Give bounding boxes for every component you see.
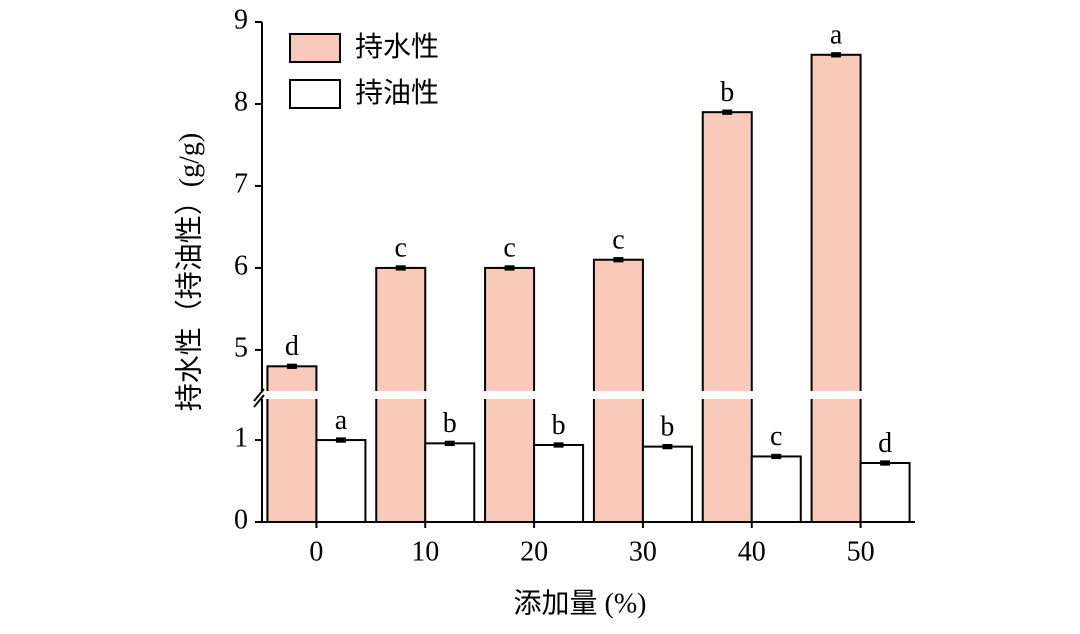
legend-swatch (289, 33, 341, 63)
bar (266, 365, 318, 523)
significance-letter: c (612, 225, 624, 256)
significance-letter: c (770, 421, 782, 452)
significance-letter: c (503, 233, 515, 264)
significance-letter: a (830, 20, 843, 51)
bar (701, 111, 753, 524)
bar (859, 462, 911, 523)
significance-letter: c (395, 233, 407, 264)
error-bar (880, 460, 891, 466)
x-tick-label: 30 (629, 536, 657, 567)
error-bar (335, 437, 346, 443)
y-tick-label: 8 (234, 86, 248, 117)
y-tick-label: 9 (234, 4, 248, 35)
error-bar (722, 109, 733, 115)
x-tick-label: 0 (309, 536, 323, 567)
significance-letter: b (660, 411, 674, 442)
error-bar (395, 265, 406, 271)
x-tick-label: 10 (411, 536, 439, 567)
significance-letter: d (285, 331, 299, 362)
x-axis-title: 添加量 (%) (514, 588, 647, 619)
y-axis-title: 持水性（持油性）(g/g) (173, 133, 205, 411)
legend-label: 持油性 (355, 76, 439, 109)
error-bar (613, 257, 624, 263)
y-tick-label: 1 (234, 422, 248, 453)
error-bar (553, 442, 564, 448)
bar (315, 439, 367, 523)
error-bar (662, 443, 673, 450)
bar (641, 445, 693, 523)
error-bar (504, 265, 515, 271)
y-tick-label: 0 (234, 504, 248, 535)
bar (810, 53, 862, 524)
y-tick-label: 7 (234, 168, 248, 199)
significance-letter: b (552, 410, 566, 441)
error-bar (286, 363, 297, 369)
significance-letter: d (878, 428, 892, 459)
significance-letter: b (443, 408, 457, 439)
bar (750, 455, 802, 523)
break-mark (253, 394, 265, 408)
bar (533, 443, 585, 524)
error-bar (771, 453, 782, 460)
significance-letter: a (335, 405, 348, 436)
x-tick-label: 50 (847, 536, 875, 567)
axis-break (252, 391, 917, 399)
error-bar (444, 440, 455, 446)
legend-swatch (289, 79, 341, 109)
bar (424, 442, 476, 524)
x-tick-label: 40 (738, 536, 766, 567)
error-bar (831, 52, 842, 58)
x-tick-label: 20 (520, 536, 548, 567)
legend-label: 持水性 (355, 30, 439, 63)
y-tick-label: 5 (234, 332, 248, 363)
significance-letter: b (720, 77, 734, 108)
y-tick-label: 6 (234, 250, 248, 281)
bar (592, 258, 644, 523)
